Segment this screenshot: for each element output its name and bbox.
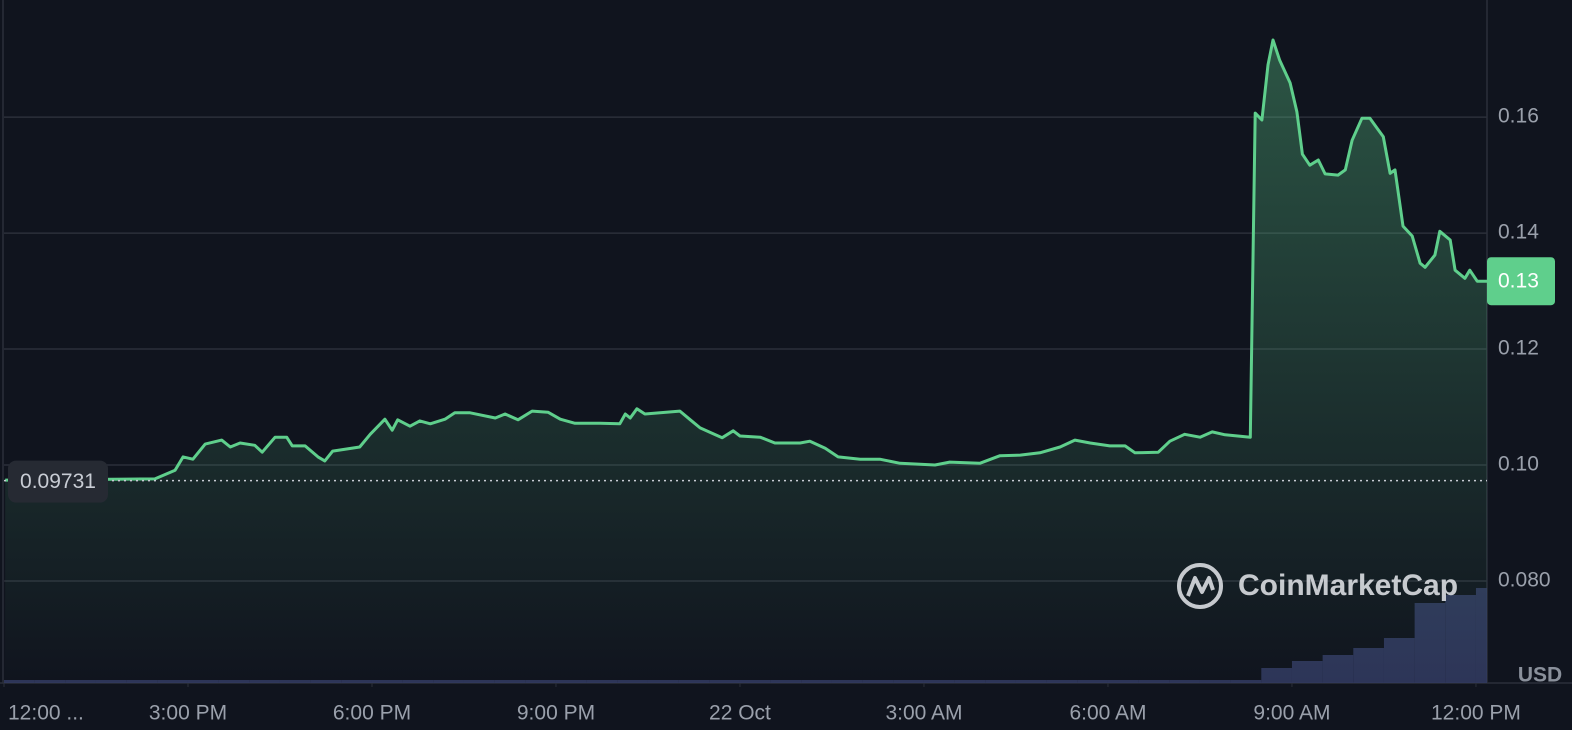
currency-label: USD	[1518, 664, 1562, 687]
area-fill	[5, 40, 1488, 683]
x-tick-label: 12:00 PM	[1431, 702, 1521, 725]
reference-label: 0.09731	[20, 470, 96, 493]
reference-badge	[8, 460, 108, 503]
y-tick-label: 0.16	[1498, 105, 1539, 128]
x-tick-label: 6:00 PM	[333, 702, 411, 725]
plot-layer: 0.080 0.10 0.12 0.14 0.16 12:00 ... 3:00 PM 6:0…	[3, 38, 1555, 725]
last-price-label: 0.13	[1498, 270, 1539, 293]
y-tick-label: 0.12	[1498, 337, 1539, 360]
x-tick-label: 12:00 ...	[8, 702, 84, 725]
watermark-icon-mark	[1186, 576, 1215, 597]
y-tick-label: 0.10	[1498, 453, 1539, 476]
watermark-icon	[1177, 563, 1223, 609]
x-tick-label: 9:00 PM	[517, 702, 595, 725]
y-tick-label: 0.080	[1498, 569, 1551, 592]
watermark: CoinMarketCap	[1177, 563, 1458, 609]
watermark-text: CoinMarketCap	[1238, 569, 1458, 602]
price-line	[5, 38, 1487, 482]
x-tick-label: 6:00 AM	[1069, 702, 1146, 725]
x-tick-label: 3:00 AM	[885, 702, 962, 725]
x-tick-label: 3:00 PM	[149, 702, 227, 725]
x-tick-label: 22 Oct	[709, 702, 771, 725]
y-tick-label: 0.14	[1498, 221, 1539, 244]
last-price-badge	[1487, 257, 1555, 306]
x-tick-label: 9:00 AM	[1253, 702, 1330, 725]
